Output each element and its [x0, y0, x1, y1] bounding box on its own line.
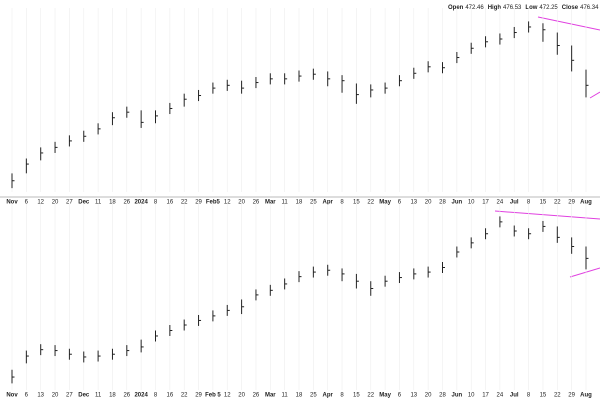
x-tick-label: Jun — [452, 200, 463, 206]
x-tick-label: Dec — [78, 200, 90, 206]
x-tick-label: 24 — [497, 200, 504, 206]
x-tick-label: 17 — [482, 200, 489, 206]
x-tick-label: 29 — [195, 200, 202, 206]
x-tick-label: 6 — [25, 393, 29, 399]
quote-label: High — [488, 5, 502, 11]
x-tick-label: Aug — [580, 200, 592, 206]
x-tick-label: 22 — [367, 393, 374, 399]
x-tick-label: 26 — [123, 393, 130, 399]
x-tick-label: 13 — [410, 393, 417, 399]
x-tick-label: 12 — [37, 200, 44, 206]
x-tick-label: 25 — [310, 200, 317, 206]
x-tick-label: 8 — [527, 200, 531, 206]
x-tick-label: 26 — [253, 200, 260, 206]
x-tick-label: 22 — [554, 393, 561, 399]
x-tick-label: 22 — [181, 393, 188, 399]
x-tick-label: 11 — [95, 393, 102, 399]
trend-line — [589, 91, 600, 99]
x-tick-label: 10 — [468, 393, 475, 399]
quote-header: Open 472.46 High 476.53 Low 472.25 Close 476.34… — [448, 5, 600, 11]
x-tick-label: 26 — [253, 393, 260, 399]
x-tick-label: Feb5 — [206, 200, 221, 206]
x-tick-label: 6 — [398, 200, 402, 206]
x-tick-label: 8 — [154, 200, 158, 206]
x-tick-label: Jul — [510, 200, 519, 206]
x-tick-label: 20 — [425, 393, 432, 399]
x-tick-label: 20 — [425, 200, 432, 206]
x-tick-label: 26 — [123, 200, 130, 206]
x-tick-label: Nov — [6, 393, 18, 399]
x-tick-label: Aug — [580, 393, 592, 399]
x-tick-label: 17 — [482, 393, 489, 399]
x-tick-label: 22 — [554, 200, 561, 206]
x-tick-label: Jul — [510, 393, 519, 399]
x-tick-label: 29 — [568, 393, 575, 399]
x-tick-label: Jun — [452, 393, 463, 399]
x-tick-label: May — [379, 200, 391, 206]
x-tick-label: Mar — [265, 393, 276, 399]
x-tick-label: 16 — [167, 393, 174, 399]
x-tick-label: 16 — [167, 200, 174, 206]
x-tick-label: 15 — [353, 393, 360, 399]
x-tick-label: 22 — [181, 200, 188, 206]
x-tick-label: 8 — [340, 200, 344, 206]
x-tick-label: 13 — [410, 200, 417, 206]
x-tick-label: Dec — [78, 393, 90, 399]
x-tick-label: 8 — [154, 393, 158, 399]
x-tick-label: 12 — [224, 200, 231, 206]
x-tick-label: 28 — [439, 393, 446, 399]
quote-value: 472.25 — [539, 5, 558, 11]
trend-line — [537, 16, 600, 31]
x-tick-label: 18 — [109, 200, 116, 206]
x-tick-label: 10 — [468, 200, 475, 206]
x-tick-label: 20 — [238, 393, 245, 399]
x-tick-label: 6 — [398, 393, 402, 399]
quote-value: 476.53 — [503, 5, 522, 11]
x-tick-label: 18 — [109, 393, 116, 399]
x-tick-label: 8 — [527, 393, 531, 399]
x-tick-label: 15 — [540, 200, 547, 206]
x-tick-label: 28 — [439, 200, 446, 206]
x-tick-label: 22 — [367, 200, 374, 206]
x-tick-label: 27 — [66, 393, 73, 399]
x-tick-label: May — [379, 393, 391, 399]
x-tick-label: 13 — [37, 393, 44, 399]
x-tick-label: 20 — [238, 200, 245, 206]
x-tick-label: 25 — [310, 393, 317, 399]
x-tick-label: 24 — [497, 393, 504, 399]
x-tick-label: 2024 — [134, 200, 148, 206]
x-tick-label: 11 — [95, 200, 102, 206]
quote-label: Low — [525, 5, 537, 11]
x-tick-label: Apr — [323, 393, 334, 399]
trend-line — [494, 210, 600, 220]
x-tick-label: Apr — [323, 200, 334, 206]
x-tick-label: 8 — [340, 393, 344, 399]
x-tick-label: 2024 — [134, 393, 148, 399]
x-tick-label: Nov — [6, 200, 18, 206]
x-tick-label: 20 — [52, 200, 59, 206]
x-tick-label: Feb 5 — [205, 393, 221, 399]
x-tick-label: 18 — [296, 200, 303, 206]
quote-value: 472.46 — [465, 5, 484, 11]
quote-label: Close — [562, 5, 579, 11]
x-tick-label: 15 — [353, 200, 360, 206]
x-tick-label: 29 — [195, 393, 202, 399]
x-tick-label: 20 — [52, 393, 59, 399]
x-tick-label: 11 — [282, 393, 289, 399]
x-tick-label: 27 — [66, 200, 73, 206]
x-tick-label: Mar — [265, 200, 276, 206]
x-tick-label: 11 — [282, 200, 289, 206]
x-tick-label: 12 — [224, 393, 231, 399]
x-tick-label: 15 — [540, 393, 547, 399]
quote-value: 476.34 — [580, 5, 599, 11]
trend-line — [569, 267, 600, 278]
x-tick-label: 29 — [568, 200, 575, 206]
quote-label: Open — [448, 5, 464, 11]
x-tick-label: 18 — [296, 393, 303, 399]
x-tick-label: 6 — [25, 200, 29, 206]
